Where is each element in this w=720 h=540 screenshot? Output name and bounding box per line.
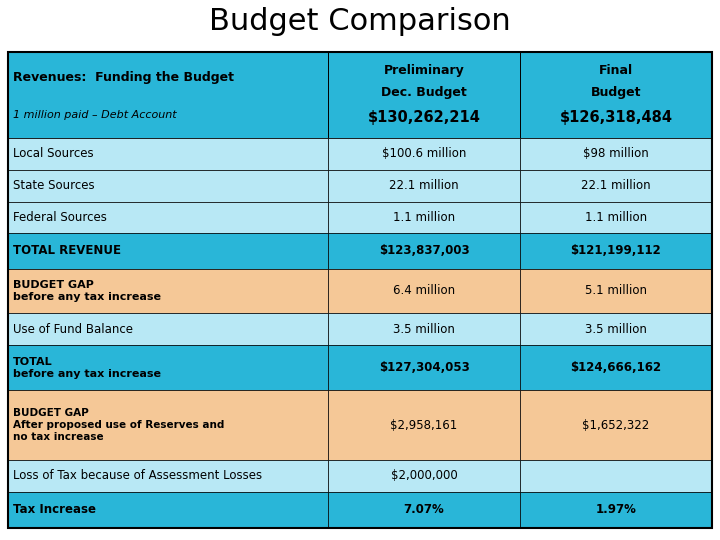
Bar bbox=[8, 492, 328, 528]
Text: Final: Final bbox=[599, 64, 633, 77]
Bar bbox=[520, 170, 712, 201]
Bar bbox=[520, 201, 712, 233]
Text: $126,318,484: $126,318,484 bbox=[559, 110, 672, 125]
Text: Dec. Budget: Dec. Budget bbox=[381, 86, 467, 99]
Text: 1.97%: 1.97% bbox=[595, 503, 636, 516]
Text: 22.1 million: 22.1 million bbox=[390, 179, 459, 192]
Text: Use of Fund Balance: Use of Fund Balance bbox=[13, 323, 133, 336]
Text: Federal Sources: Federal Sources bbox=[13, 211, 107, 224]
Text: $98 million: $98 million bbox=[583, 147, 649, 160]
Bar bbox=[520, 492, 712, 528]
Bar bbox=[8, 345, 328, 390]
Bar bbox=[520, 390, 712, 460]
Bar bbox=[328, 170, 520, 201]
Text: Revenues:  Funding the Budget: Revenues: Funding the Budget bbox=[13, 71, 234, 84]
Text: 22.1 million: 22.1 million bbox=[581, 179, 651, 192]
Text: 7.07%: 7.07% bbox=[404, 503, 444, 516]
Bar bbox=[8, 201, 328, 233]
Text: $100.6 million: $100.6 million bbox=[382, 147, 467, 160]
Text: Tax Increase: Tax Increase bbox=[13, 503, 96, 516]
Bar bbox=[520, 313, 712, 345]
Text: $124,666,162: $124,666,162 bbox=[570, 361, 662, 374]
Bar bbox=[520, 138, 712, 170]
Text: Preliminary: Preliminary bbox=[384, 64, 464, 77]
Text: $121,199,112: $121,199,112 bbox=[570, 245, 661, 258]
Text: Local Sources: Local Sources bbox=[13, 147, 94, 160]
Text: BUDGET GAP
After proposed use of Reserves and
no tax increase: BUDGET GAP After proposed use of Reserve… bbox=[13, 408, 225, 442]
Bar bbox=[328, 460, 520, 492]
Text: 3.5 million: 3.5 million bbox=[585, 323, 647, 336]
Bar bbox=[8, 460, 328, 492]
Bar bbox=[8, 268, 328, 313]
Text: $123,837,003: $123,837,003 bbox=[379, 245, 469, 258]
Text: $127,304,053: $127,304,053 bbox=[379, 361, 469, 374]
Text: TOTAL
before any tax increase: TOTAL before any tax increase bbox=[13, 356, 161, 379]
Text: $130,262,214: $130,262,214 bbox=[368, 110, 480, 125]
Text: $1,652,322: $1,652,322 bbox=[582, 418, 649, 431]
Text: Loss of Tax because of Assessment Losses: Loss of Tax because of Assessment Losses bbox=[13, 469, 262, 482]
Text: State Sources: State Sources bbox=[13, 179, 94, 192]
Text: 3.5 million: 3.5 million bbox=[393, 323, 455, 336]
Bar bbox=[520, 233, 712, 268]
Text: 1.1 million: 1.1 million bbox=[393, 211, 455, 224]
Text: 6.4 million: 6.4 million bbox=[393, 285, 455, 298]
Bar bbox=[8, 52, 328, 138]
Text: 5.1 million: 5.1 million bbox=[585, 285, 647, 298]
Bar bbox=[328, 52, 520, 138]
Text: Budget Comparison: Budget Comparison bbox=[209, 8, 511, 37]
Bar bbox=[8, 138, 328, 170]
Bar bbox=[328, 345, 520, 390]
Bar bbox=[520, 345, 712, 390]
Bar bbox=[520, 460, 712, 492]
Bar bbox=[520, 52, 712, 138]
Bar bbox=[328, 390, 520, 460]
Text: TOTAL REVENUE: TOTAL REVENUE bbox=[13, 245, 121, 258]
Bar bbox=[328, 233, 520, 268]
Bar bbox=[8, 233, 328, 268]
Text: 1.1 million: 1.1 million bbox=[585, 211, 647, 224]
Bar bbox=[8, 313, 328, 345]
Text: $2,000,000: $2,000,000 bbox=[391, 469, 457, 482]
Bar bbox=[8, 170, 328, 201]
Text: 1 million paid – Debt Account: 1 million paid – Debt Account bbox=[13, 110, 176, 120]
Bar bbox=[520, 268, 712, 313]
Bar bbox=[328, 492, 520, 528]
Bar bbox=[328, 138, 520, 170]
Bar bbox=[328, 268, 520, 313]
Bar bbox=[8, 52, 712, 528]
Text: $2,958,161: $2,958,161 bbox=[390, 418, 458, 431]
Bar bbox=[8, 390, 328, 460]
Bar bbox=[328, 313, 520, 345]
Text: BUDGET GAP
before any tax increase: BUDGET GAP before any tax increase bbox=[13, 280, 161, 302]
Text: Budget: Budget bbox=[590, 86, 641, 99]
Bar bbox=[328, 201, 520, 233]
